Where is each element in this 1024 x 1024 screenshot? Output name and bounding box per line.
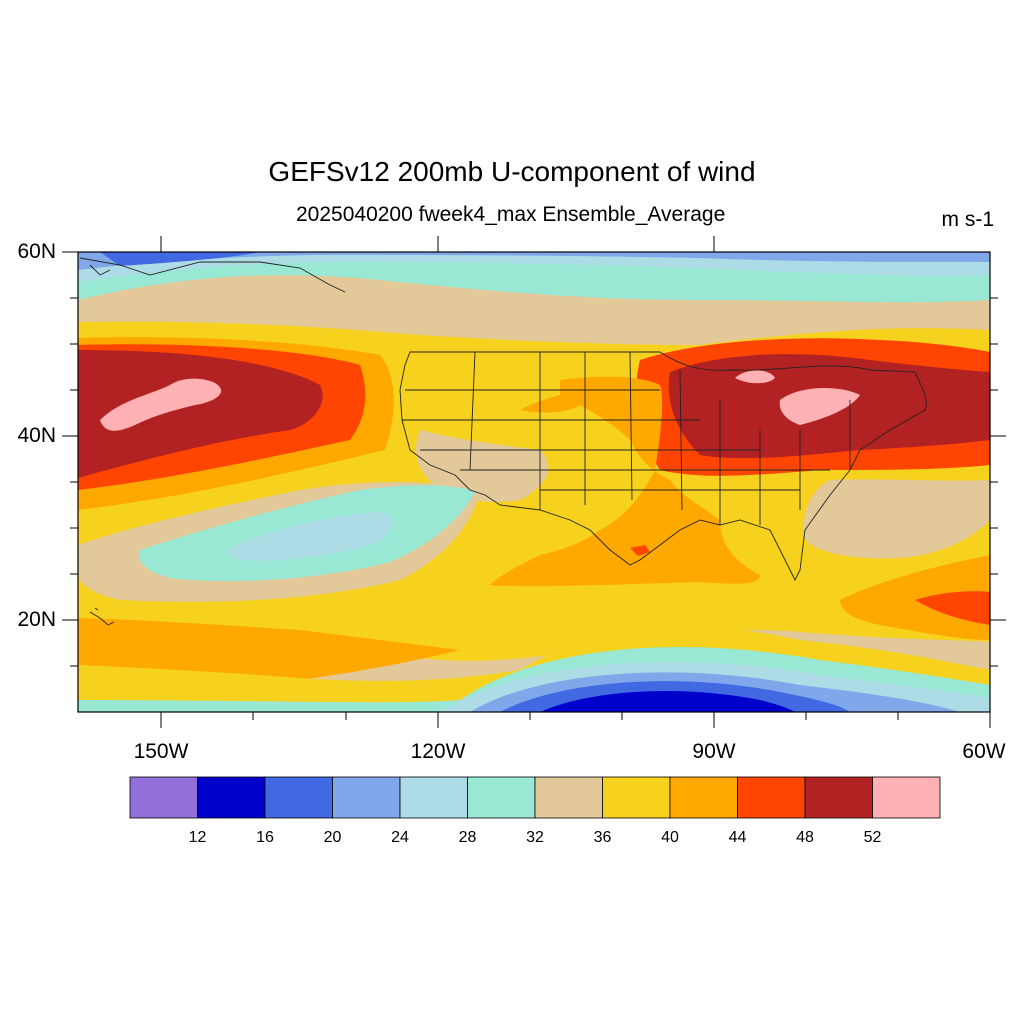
colorbar-tick-label: 48 bbox=[796, 829, 814, 846]
colorbar-swatch bbox=[872, 776, 941, 819]
colorbar-tick-label: 40 bbox=[661, 829, 679, 846]
pacific-jet-52 bbox=[78, 350, 323, 478]
colorbar-tick-label: 20 bbox=[323, 829, 342, 846]
north-band-24 bbox=[78, 252, 990, 270]
colorbar-tick-label: 24 bbox=[391, 829, 409, 846]
lat-label-60: 60N bbox=[17, 240, 56, 263]
colorbar-tick-label: 28 bbox=[458, 829, 477, 846]
colorbar-swatch bbox=[534, 776, 603, 819]
north-band-20 bbox=[100, 252, 260, 266]
map-frame bbox=[62, 236, 1006, 728]
colorbar-swatch bbox=[602, 776, 671, 819]
colorbar-swatch bbox=[804, 776, 873, 819]
lat-label-20: 20N bbox=[17, 608, 56, 631]
us-boundaries bbox=[79, 257, 927, 626]
us-outline bbox=[399, 351, 927, 582]
lat-label-40: 40N bbox=[17, 424, 56, 447]
map-subtitle: 2025040200 fweek4_max Ensemble_Average bbox=[296, 203, 726, 226]
atlantic-36 bbox=[803, 479, 990, 559]
units-label: m s-1 bbox=[941, 208, 995, 231]
colorbar-tick-label: 32 bbox=[526, 829, 544, 846]
atlantic-48 bbox=[915, 591, 990, 625]
atlantic-44 bbox=[840, 555, 990, 640]
colorbar-tick-label: 16 bbox=[256, 829, 274, 846]
lon-label-90w: 90W bbox=[692, 740, 736, 763]
map-title: GEFSv12 200mb U-component of wind bbox=[268, 156, 756, 187]
colorbar-tick-label: 44 bbox=[728, 829, 747, 846]
wind-field bbox=[78, 252, 990, 712]
colorbar-tick-label: 52 bbox=[863, 829, 882, 846]
colorbar-swatch bbox=[399, 776, 468, 819]
alaska-coast bbox=[79, 257, 346, 293]
lon-label-120w: 120W bbox=[410, 740, 466, 763]
state-zonal-borders bbox=[402, 389, 830, 491]
southwest-36 bbox=[416, 430, 549, 502]
colorbar-swatch bbox=[332, 776, 401, 819]
colorbar-swatch bbox=[264, 776, 333, 819]
eastern-jet-core-2 bbox=[779, 388, 860, 425]
colorbar-swatch bbox=[467, 776, 536, 819]
south-band-16 bbox=[540, 690, 795, 712]
hawaii-islands bbox=[89, 607, 115, 626]
subtropic-28 bbox=[228, 512, 393, 561]
colorbar-swatch bbox=[129, 776, 198, 819]
gulf-48-patch bbox=[630, 545, 650, 556]
lon-label-60w: 60W bbox=[962, 740, 1006, 763]
plains-44-patch bbox=[520, 395, 580, 413]
colorbar-tick-label: 12 bbox=[188, 829, 207, 846]
colorbar-swatch bbox=[737, 776, 806, 819]
pacific-jet-core bbox=[100, 378, 222, 431]
colorbar-tick-label: 36 bbox=[593, 829, 612, 846]
colorbar-swatch bbox=[197, 776, 266, 819]
eastern-jet-core-1 bbox=[735, 370, 775, 384]
lon-label-150w: 150W bbox=[133, 740, 189, 763]
central-us-44 bbox=[490, 376, 760, 587]
colorbar-swatch bbox=[669, 776, 738, 819]
colorbar bbox=[129, 776, 941, 819]
